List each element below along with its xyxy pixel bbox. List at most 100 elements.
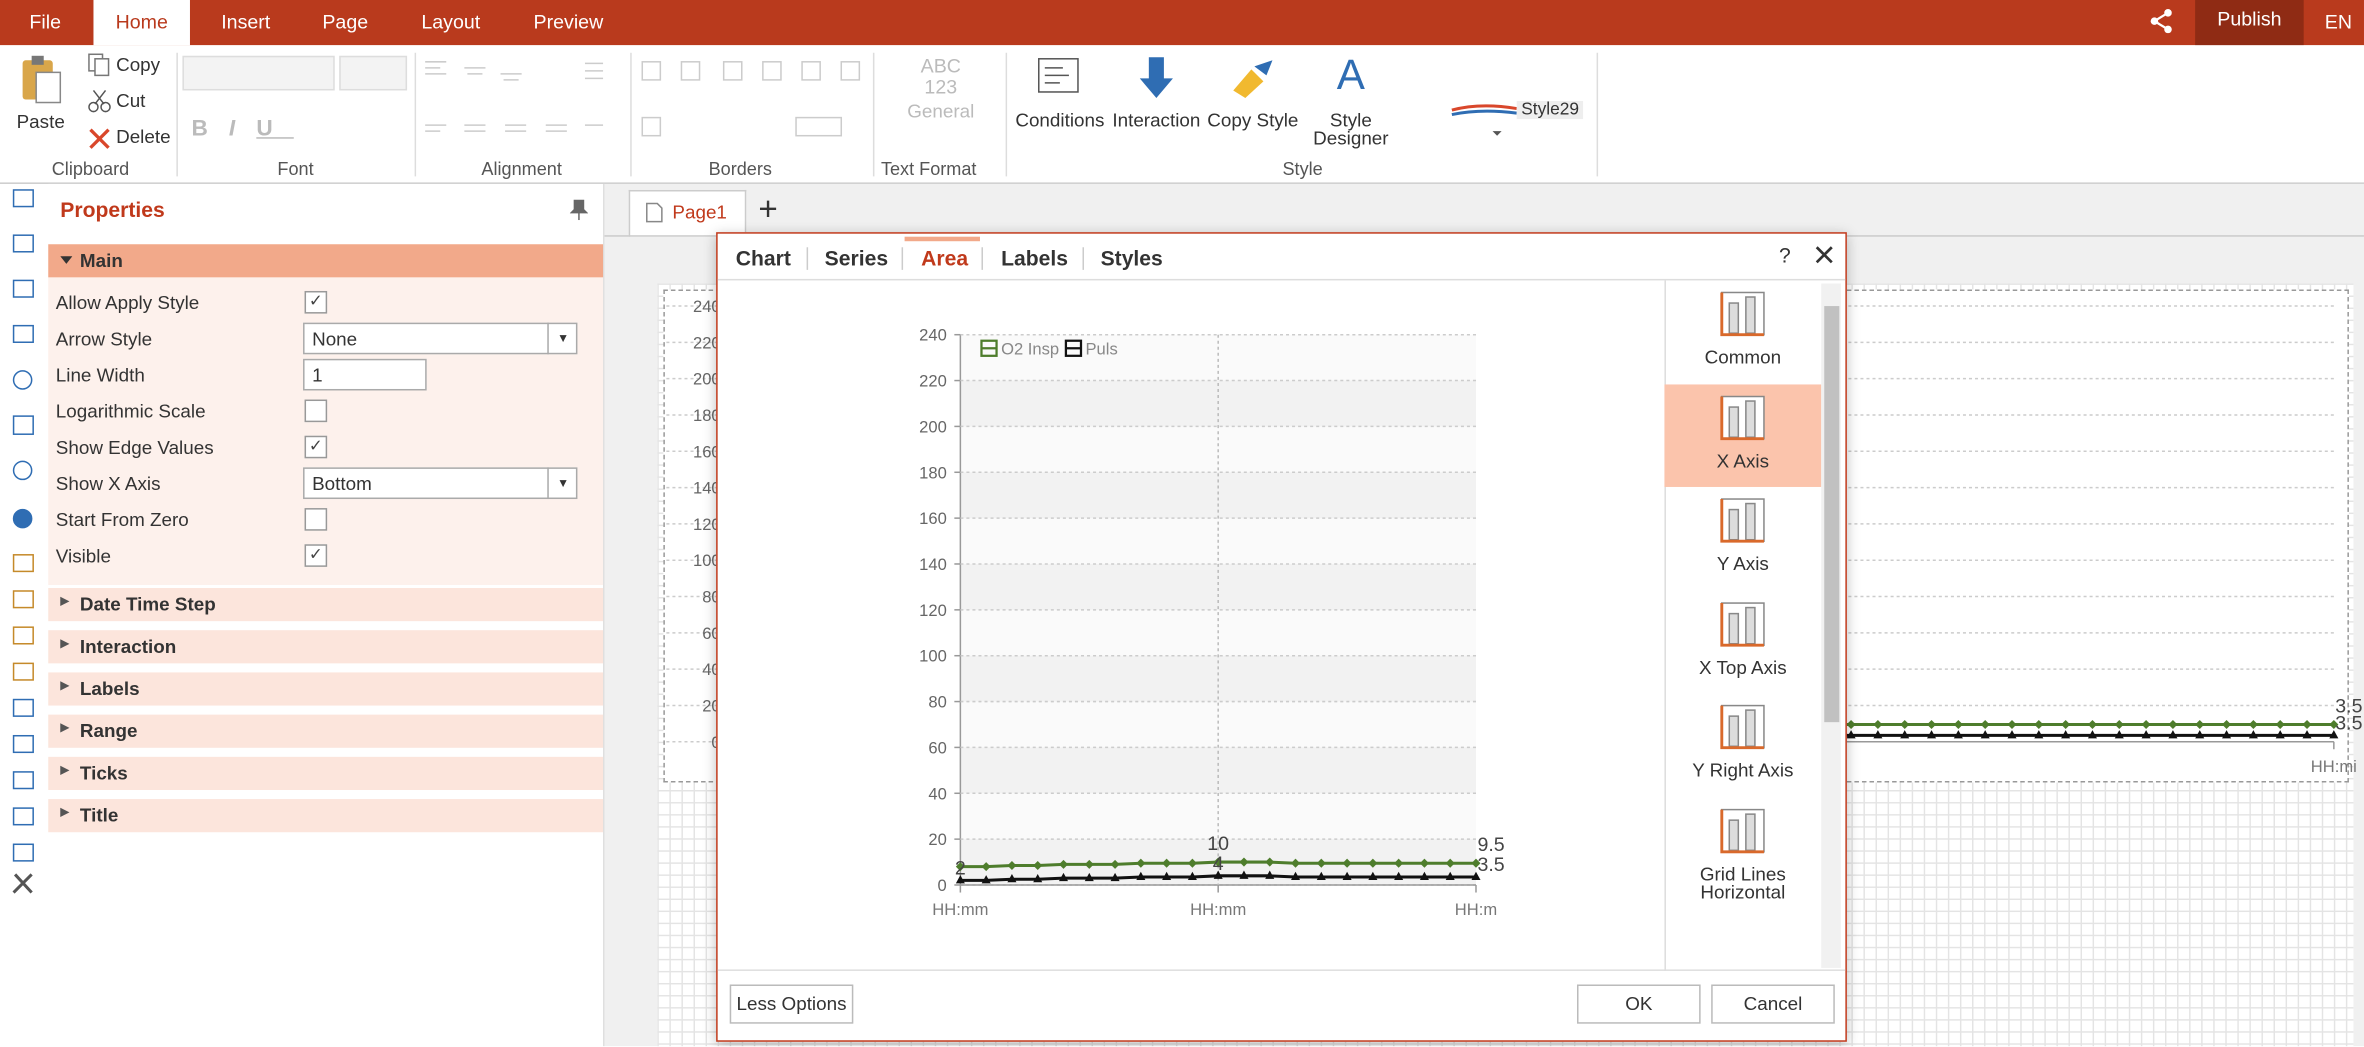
dialog-tab[interactable]: Series: [824, 245, 889, 270]
select-value[interactable]: None: [312, 328, 358, 350]
share-icon[interactable]: [2148, 8, 2175, 35]
point-marker: [2195, 719, 2205, 730]
dialog-tab[interactable]: Labels: [1001, 245, 1068, 270]
side-item[interactable]: Common: [1704, 346, 1782, 368]
page-tab-label[interactable]: Page1: [672, 202, 727, 224]
help-button[interactable]: ?: [1779, 242, 1791, 267]
checkbox[interactable]: ✓: [304, 435, 328, 459]
ok-button[interactable]: OK: [1577, 984, 1701, 1024]
y-tick-label: 40: [702, 660, 720, 679]
font-style-buttons: BIU: [191, 116, 294, 142]
section-title[interactable]: Labels: [79, 678, 140, 700]
section-bar[interactable]: [48, 799, 604, 833]
point-marker: [2248, 719, 2258, 730]
language[interactable]: EN: [2324, 10, 2352, 34]
copy-style-icon[interactable]: [1230, 57, 1278, 99]
publish-button[interactable]: [2195, 0, 2304, 46]
style-designer-label[interactable]: Style: [1329, 110, 1372, 132]
section-bar[interactable]: [48, 714, 604, 748]
paste-icon[interactable]: [18, 54, 66, 108]
section-bar[interactable]: [48, 672, 604, 706]
interaction-icon[interactable]: [1137, 56, 1176, 101]
style-designer-icon[interactable]: A: [1336, 51, 1365, 98]
input-value[interactable]: 1: [312, 364, 323, 386]
style-designer-label[interactable]: Designer: [1313, 128, 1389, 150]
y-tick-label: 160: [693, 442, 721, 461]
style-preview[interactable]: [1450, 101, 1519, 140]
publish-label[interactable]: Publish: [2217, 7, 2282, 31]
pin-icon[interactable]: [569, 199, 588, 221]
menu-tab[interactable]: Insert: [221, 10, 271, 34]
border-icons: [641, 61, 861, 137]
select-arrow[interactable]: ▼: [547, 467, 577, 500]
collapse-arrow: ▶: [60, 720, 70, 735]
side-icon[interactable]: [1720, 808, 1765, 854]
side-icon[interactable]: [1720, 704, 1765, 750]
data-label: 3.5: [2335, 712, 2362, 734]
y-tick-label: 220: [693, 333, 721, 352]
paste-label[interactable]: Paste: [16, 111, 65, 133]
point-marker: [2141, 730, 2151, 739]
y-tick-label: 60: [702, 624, 720, 643]
side-item[interactable]: Grid Lines Horizontal: [1699, 863, 1786, 904]
dialog-tab[interactable]: Chart: [735, 245, 791, 270]
section-header[interactable]: [48, 244, 604, 278]
interaction-label[interactable]: Interaction: [1112, 110, 1201, 132]
side-icon[interactable]: [1720, 291, 1765, 337]
section-bar[interactable]: [48, 587, 604, 622]
property-label: Start From Zero: [55, 509, 189, 531]
cut-icon[interactable]: [87, 89, 111, 113]
checkbox[interactable]: ✓: [304, 544, 328, 567]
section-title[interactable]: Interaction: [79, 636, 177, 658]
checkbox[interactable]: [304, 508, 328, 531]
select-box[interactable]: [303, 467, 578, 500]
checkbox[interactable]: [304, 399, 328, 423]
section-title[interactable]: Range: [79, 720, 138, 742]
text-input[interactable]: [303, 358, 427, 391]
menu-tab[interactable]: Page: [322, 10, 369, 34]
side-icon[interactable]: [1720, 395, 1765, 441]
section-title[interactable]: Title: [79, 805, 119, 827]
scroll-thumb[interactable]: [1824, 306, 1840, 723]
close-button[interactable]: [1815, 246, 1833, 264]
dialog-tab[interactable]: Area: [921, 245, 969, 270]
delete-icon[interactable]: [87, 127, 111, 151]
cancel-button[interactable]: Cancel: [1711, 984, 1835, 1024]
side-item[interactable]: Y Right Axis: [1692, 759, 1794, 781]
copy-label[interactable]: Copy: [116, 54, 161, 76]
point-marker: [1846, 719, 1856, 730]
copy-style-label[interactable]: Copy Style: [1207, 110, 1299, 132]
point-marker: [2087, 730, 2097, 739]
menu-tab[interactable]: Preview: [533, 10, 604, 34]
style-name[interactable]: Style29: [1516, 101, 1584, 120]
copy-icon[interactable]: [87, 53, 111, 77]
section-bar[interactable]: [48, 630, 604, 664]
less-options-button[interactable]: Less Options: [729, 984, 854, 1024]
side-icon[interactable]: [1720, 602, 1765, 647]
section-title[interactable]: Main: [79, 250, 123, 272]
conditions-label[interactable]: Conditions: [1015, 110, 1105, 132]
checkbox[interactable]: ✓: [304, 290, 328, 314]
select-arrow[interactable]: ▼: [547, 322, 577, 355]
section-title[interactable]: Date Time Step: [79, 594, 216, 616]
cut-label[interactable]: Cut: [116, 90, 146, 112]
side-icon[interactable]: [1720, 498, 1765, 543]
expand-arrow: [60, 256, 73, 264]
menu-tab[interactable]: File: [29, 10, 62, 34]
side-item[interactable]: X Axis: [1716, 450, 1770, 472]
menu-tab[interactable]: Home: [115, 10, 168, 34]
side-item[interactable]: Y Axis: [1716, 553, 1769, 575]
footer-divider: [717, 969, 1846, 971]
dialog-tab[interactable]: Styles: [1100, 245, 1163, 270]
select-value[interactable]: Bottom: [312, 473, 372, 495]
section-bar[interactable]: [48, 756, 604, 791]
menu-tab[interactable]: Layout: [421, 10, 481, 34]
y-tick-label: 180: [693, 406, 721, 425]
conditions-icon[interactable]: [1037, 57, 1082, 99]
select-box[interactable]: [303, 322, 578, 355]
add-page[interactable]: +: [758, 189, 778, 228]
section-title[interactable]: Ticks: [79, 762, 128, 784]
delete-label[interactable]: Delete: [116, 126, 171, 148]
group-label: Alignment: [481, 158, 562, 180]
side-item[interactable]: X Top Axis: [1699, 657, 1787, 679]
